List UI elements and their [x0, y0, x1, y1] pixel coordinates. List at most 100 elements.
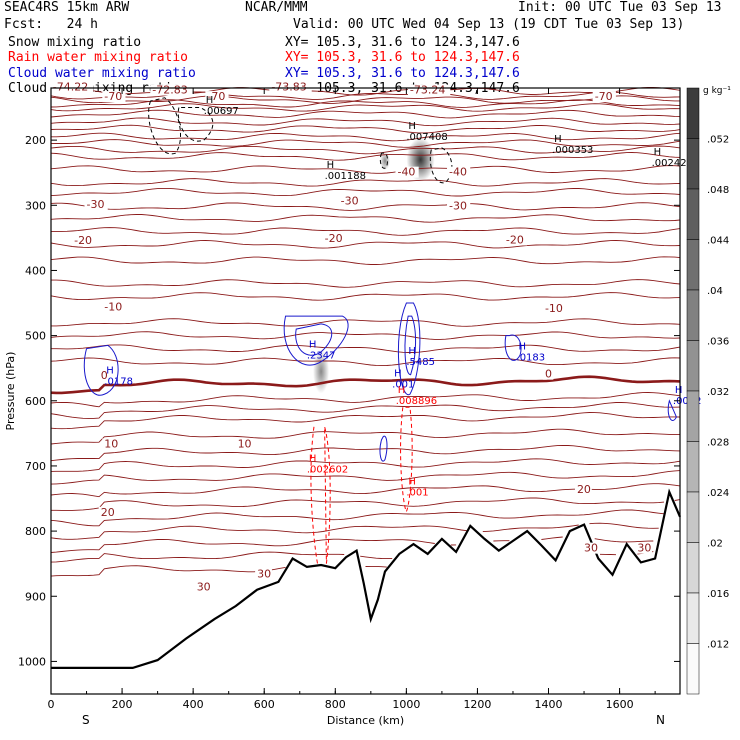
contour-label: -30 — [449, 200, 467, 213]
maximum-marker: H — [106, 365, 114, 376]
contour-label: 0 — [545, 368, 552, 381]
colorbar-tick-label: .024 — [707, 488, 729, 499]
colorbar-segment — [686, 87, 700, 139]
contour-label-bg — [503, 234, 528, 246]
temperature-contour--50 — [50, 117, 681, 127]
model-title: SEAC4RS 15km ARW — [4, 0, 130, 15]
contour-label: -70 — [104, 90, 122, 103]
institution-label: NCAR/MMM — [245, 0, 308, 15]
contour-label-bg — [635, 542, 653, 554]
temperature-contour — [50, 95, 680, 104]
temperature-contour--70 — [50, 91, 681, 100]
colorbar-segment — [686, 188, 700, 240]
temperature-contour — [50, 145, 681, 155]
x-tick-label: 1000 — [392, 698, 420, 711]
colorbar-segment — [686, 441, 700, 493]
cloud-water-contour — [404, 315, 417, 376]
contour-label-bg — [98, 369, 110, 381]
y-axis-label: Pressure (hPa) — [4, 352, 17, 431]
contour-label-bg — [84, 199, 108, 211]
contour-label: -40 — [397, 166, 415, 179]
contour-label-bg — [255, 568, 272, 580]
init-time: Init: 00 UTC Tue 03 Sep 13 — [518, 0, 722, 15]
contour-label-bg — [542, 368, 554, 380]
colorbar-tick-label: .032 — [707, 387, 729, 398]
contour-label-bg — [447, 166, 471, 178]
temperature-contour--10 — [50, 240, 681, 249]
field-cloud-water-name: Cloud water mixing ratio — [8, 66, 196, 81]
temperature-contour — [51, 132, 681, 142]
contour-label-bg — [395, 166, 419, 178]
x-tick-label: 200 — [112, 698, 133, 711]
contour-label-bg — [592, 91, 616, 103]
temperature-contour — [51, 279, 681, 288]
temperature-contour--60 — [50, 99, 681, 108]
contour-label: -40 — [449, 166, 467, 179]
colorbar-tick-label: .04 — [707, 286, 723, 297]
temperature-contour-10 — [50, 428, 680, 445]
temperature-contour — [50, 536, 654, 553]
temperature-contour — [50, 178, 681, 187]
temperature-contour — [50, 187, 681, 197]
contour-label: 10 — [238, 437, 252, 450]
colorbar-tick-label: .044 — [707, 236, 729, 247]
maximum-value: .001 — [406, 487, 428, 498]
maximum-marker: H — [309, 453, 317, 464]
x-tick-label: 400 — [183, 698, 204, 711]
temperature-contour — [50, 392, 681, 408]
maximum-marker: H — [408, 476, 416, 487]
contour-label: 30 — [637, 542, 651, 555]
contour-label-bg — [322, 233, 346, 245]
contour-label: -10 — [545, 302, 563, 315]
contour-label: -70 — [595, 90, 613, 103]
x-tick-label: 1600 — [606, 698, 634, 711]
maximum-value: .007408 — [406, 132, 447, 143]
contour-label-bg — [582, 542, 599, 554]
contour-label: -70 — [207, 90, 225, 103]
colorbar-segment — [686, 592, 700, 644]
field-rain-name: Rain water mixing ratio — [8, 50, 189, 65]
colorbar-tick-label: .036 — [707, 337, 729, 348]
cloud-water-contour — [283, 315, 349, 366]
contour-label-bg — [194, 581, 212, 593]
colorbar-tick-label: .02 — [707, 539, 723, 550]
temperature-contour — [50, 103, 681, 112]
contour-label: 10 — [104, 437, 118, 450]
maximum-value: .00697 — [204, 106, 239, 117]
snow-ice-contour — [429, 147, 453, 184]
field-rain-xy: XY= 105.3, 31.6 to 124.3,147.6 — [285, 50, 520, 65]
y-tick-label: 700 — [25, 460, 46, 473]
contour-label-bg — [205, 91, 229, 103]
maximum-value: .0183 — [517, 352, 546, 363]
y-tick-label: 800 — [25, 525, 46, 538]
colorbar-segment — [686, 239, 700, 291]
temperature-contour — [50, 444, 681, 462]
rain-water-contour — [400, 406, 413, 513]
south-label: S — [82, 713, 90, 727]
colorbar-segment — [686, 340, 700, 392]
contour-label: -10 — [104, 301, 122, 314]
y-tick-label: 500 — [25, 330, 46, 343]
cloud-water-contour — [295, 323, 333, 356]
colorbar-tick-label: .048 — [707, 185, 729, 196]
temperature-contour-30 — [50, 551, 654, 563]
cloud-water-contour — [504, 334, 522, 361]
x-tick-label: 0 — [48, 698, 55, 711]
contour-label-bg — [102, 438, 120, 450]
contour-label-bg — [50, 81, 94, 93]
contour-label-bg — [235, 438, 253, 450]
plot-frame — [50, 87, 681, 695]
maximum-marker: H — [519, 341, 527, 352]
temperature-contour — [50, 256, 681, 265]
temperature-contour-20 — [51, 497, 681, 511]
colorbar-segment — [686, 491, 700, 543]
contour-label: 20 — [101, 506, 115, 519]
maximum-marker: H — [394, 369, 402, 380]
contour-label-bg — [447, 200, 471, 212]
contour-label: 0 — [101, 369, 108, 382]
colorbar-unit: g kg⁻¹ — [703, 86, 731, 96]
contour-label-bg — [269, 81, 312, 93]
field-snow-name: Snow mixing ratio — [8, 35, 142, 50]
contour-label: 30 — [197, 581, 211, 594]
colorbar-tick-label: .028 — [707, 438, 729, 449]
